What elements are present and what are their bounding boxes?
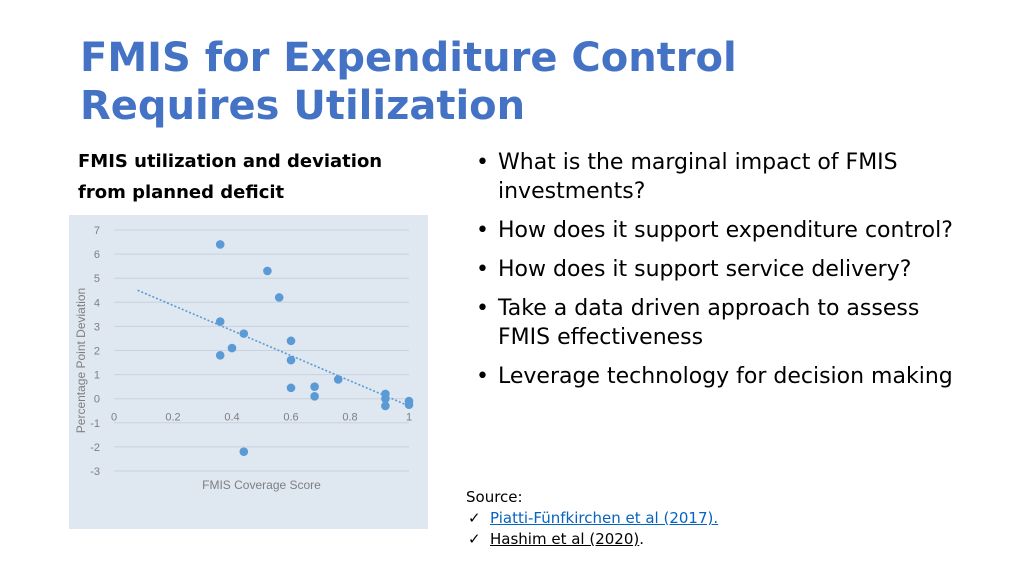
source-label: Source: — [466, 488, 523, 506]
data-point — [404, 400, 414, 410]
data-point — [215, 317, 225, 326]
data-point — [239, 447, 249, 457]
bullet-text: Leverage technology for decision making — [498, 364, 953, 389]
x-tick-label: 0 — [111, 412, 117, 424]
bullet-text: Take a data driven approach to assess FM… — [498, 296, 920, 350]
y-tick-label: 5 — [94, 273, 100, 285]
checkmark-icon: ✓ — [468, 530, 481, 548]
bullet-text: What is the marginal impact of FMIS inve… — [498, 150, 898, 204]
data-point — [381, 401, 390, 411]
y-tick-label: 0 — [94, 394, 100, 406]
bullet-text: How does it support service delivery? — [498, 257, 912, 282]
y-tick-label: 1 — [94, 370, 100, 382]
y-tick-label: -3 — [90, 466, 100, 478]
reference-item: ✓ Piatti-Fünfkirchen et al (2017). — [466, 508, 1006, 529]
bullet-dot-icon: • — [476, 257, 489, 282]
y-tick-label: -1 — [90, 418, 100, 430]
x-tick-label: 0.8 — [342, 412, 357, 424]
scatter-chart-svg: 7 6 5 4 3 2 1 0 -1 -2 -3 0 0.2 0.4 0.6 0.8 1 FMIS Coverag… — [74, 225, 414, 492]
scatter-chart: 7 6 5 4 3 2 1 0 -1 -2 -3 0 0.2 0.4 0.6 0.8 1 FMIS Coverag… — [69, 215, 428, 529]
bullet-dot-icon: • — [476, 296, 489, 321]
data-point — [227, 343, 237, 353]
data-point — [215, 351, 225, 360]
y-tick-label: 6 — [94, 249, 100, 261]
source-block: Source: ✓ Piatti-Fünfkirchen et al (2017)… — [466, 487, 1006, 550]
y-tick-label: 3 — [94, 321, 100, 333]
reference-list: ✓ Piatti-Fünfkirchen et al (2017). ✓ Hashim… — [466, 508, 1006, 550]
x-tick-label: 0.2 — [165, 412, 180, 424]
bullet-item: • How does it support expenditure control… — [470, 216, 970, 245]
trendline — [137, 289, 410, 407]
data-point — [286, 336, 296, 346]
y-tick-label: 4 — [94, 297, 100, 309]
reference-item: ✓ Hashim et al (2020). — [466, 529, 1006, 550]
checkmark-icon: ✓ — [468, 509, 481, 527]
reference-link[interactable]: Piatti-Fünfkirchen et al (2017). — [490, 509, 719, 527]
reference-suffix: . — [639, 530, 645, 548]
y-axis-title: Percentage Point Deviation — [74, 288, 88, 433]
x-axis-title: FMIS Coverage Score — [202, 478, 321, 492]
data-point — [310, 391, 319, 401]
data-point — [274, 293, 284, 302]
chart-caption-line-1: FMIS utilization and deviation — [78, 151, 383, 172]
bullet-list: • What is the marginal impact of FMIS inv… — [470, 148, 970, 401]
bullet-dot-icon: • — [476, 150, 489, 175]
bullet-dot-icon: • — [476, 218, 489, 243]
data-point — [381, 394, 390, 403]
bullet-dot-icon: • — [476, 364, 489, 389]
data-point — [215, 240, 225, 249]
reference-text: Hashim et al (2020) — [490, 530, 640, 548]
data-point — [286, 355, 296, 365]
chart-caption: FMIS utilization and deviation from plan… — [78, 146, 428, 208]
y-tick-label: 2 — [94, 346, 100, 358]
y-tick-label: 7 — [94, 225, 100, 237]
slide-title: FMIS for Expenditure Control Requires Ut… — [80, 34, 900, 130]
bullet-item: • Leverage technology for decision making — [470, 362, 970, 391]
slide-title-line-2: Requires Utilization — [80, 83, 526, 129]
bullet-item: • Take a data driven approach to assess F… — [470, 294, 970, 352]
x-tick-label: 1 — [406, 412, 412, 424]
slide-title-line-1: FMIS for Expenditure Control — [80, 35, 737, 81]
data-point — [239, 329, 249, 338]
x-tick-label: 0.4 — [224, 412, 239, 424]
x-tick-label: 0.6 — [283, 412, 298, 424]
data-point — [310, 382, 319, 391]
data-point — [286, 383, 296, 393]
y-tick-label: -2 — [90, 442, 100, 454]
bullet-text: How does it support expenditure control? — [498, 218, 953, 243]
chart-caption-line-2: from planned deficit — [78, 182, 285, 203]
data-point — [333, 375, 343, 384]
data-point — [263, 266, 272, 276]
bullet-item: • How does it support service delivery? — [470, 255, 970, 284]
bullet-item: • What is the marginal impact of FMIS inv… — [470, 148, 970, 206]
